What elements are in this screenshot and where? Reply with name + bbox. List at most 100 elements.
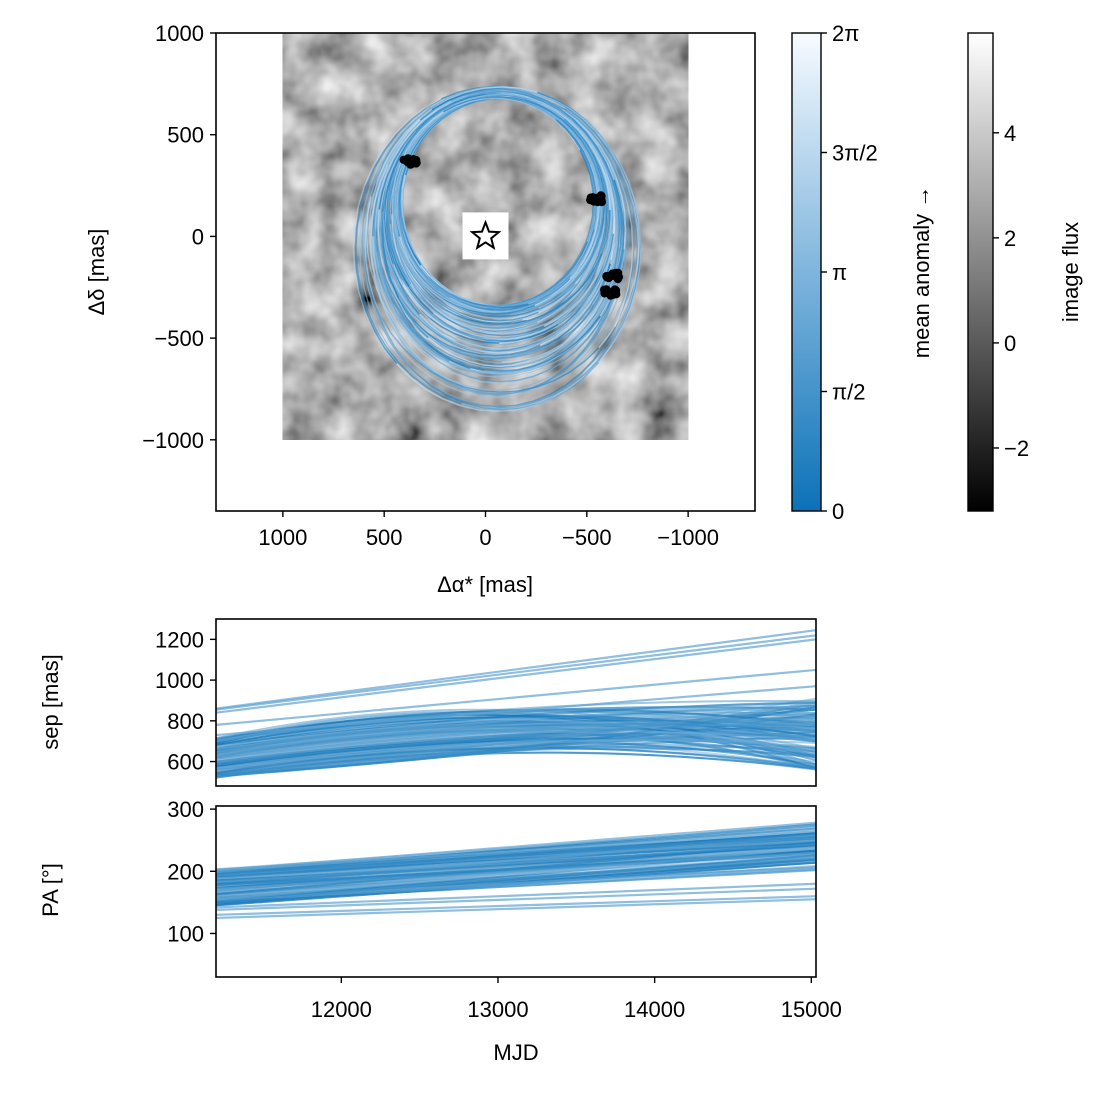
orbit-segment: [607, 328, 620, 347]
orbit-segment: [626, 186, 635, 207]
orbit-segment: [525, 311, 539, 318]
orbit-segment: [593, 156, 602, 172]
orbit-segment: [596, 236, 603, 251]
orbit-segment: [606, 233, 611, 250]
orbit-segment: [514, 310, 529, 315]
orbit-segment: [385, 345, 399, 363]
orbit-segment: [589, 215, 594, 230]
orbit-segment: [553, 314, 567, 325]
orbit-segment: [398, 204, 401, 219]
orbit-segment: [594, 332, 608, 349]
orbit-segment: [440, 325, 456, 335]
orbit-segment: [509, 346, 525, 351]
orbit-segment: [359, 226, 362, 248]
orbit-segment: [439, 316, 454, 325]
orbit-segment: [445, 311, 459, 320]
orbit-segment: [460, 405, 479, 411]
orbit-segment: [454, 345, 470, 353]
orbit-segment: [433, 373, 449, 384]
orbit-segment: [405, 313, 417, 329]
orbit-segment: [598, 133, 611, 151]
orbit-segment: [449, 360, 465, 368]
orbit-segment: [638, 226, 642, 248]
orbit-segment: [378, 221, 381, 239]
orbit-segment: [541, 352, 557, 363]
orbit-segment: [478, 395, 496, 398]
orbit-segment: [386, 239, 392, 257]
orbit-segment: [533, 398, 552, 407]
orbit-segment: [500, 346, 516, 350]
orbit-segment: [525, 317, 540, 324]
orbit-segment: [605, 147, 617, 165]
orbit-segment: [527, 305, 542, 312]
orbit-segment: [485, 319, 499, 322]
orbit-segment: [419, 301, 431, 314]
orbit-segment: [402, 269, 412, 283]
orbit-segment: [500, 354, 517, 357]
orbit-segment: [422, 293, 434, 305]
orbit-segment: [551, 303, 565, 314]
orbit-segment: [596, 133, 610, 151]
orbit-segment: [379, 207, 382, 225]
orbit-segment: [410, 298, 422, 312]
orbit-segment: [427, 98, 445, 109]
orbit-segment: [514, 314, 528, 319]
orbit-segment: [527, 341, 543, 349]
orbit-segment: [461, 391, 479, 397]
orbit-segment: [509, 353, 526, 359]
orbit-segment: [468, 338, 485, 343]
orbit-segment: [606, 213, 610, 230]
orbit-segment: [365, 248, 369, 270]
orbit-segment: [478, 406, 497, 410]
orbit-segment: [458, 312, 473, 319]
orbit-segment: [600, 171, 607, 188]
orbit-segment: [425, 98, 443, 109]
orbit-segment: [401, 316, 414, 331]
orbit-segment: [385, 205, 389, 223]
orbit-segment: [483, 366, 499, 370]
orbit-segment: [441, 337, 457, 347]
orbit-segment: [444, 312, 458, 321]
orbit-segment: [412, 374, 429, 388]
orbit-segment: [628, 268, 633, 290]
orbit-segment: [523, 335, 539, 342]
orbit-segment: [499, 324, 514, 327]
orbit-segment: [579, 298, 590, 312]
orbit-segment: [384, 233, 390, 250]
orbit-segment: [422, 291, 435, 303]
orbit-segment: [396, 334, 409, 351]
orbit-segment: [589, 291, 600, 307]
orbit-segment: [386, 250, 393, 267]
orbit-segment: [383, 133, 398, 151]
orbit-segment: [391, 336, 404, 353]
orbit-segment: [567, 108, 583, 121]
orbit-segment: [411, 375, 428, 388]
orbit-segment: [572, 138, 581, 151]
orbit-segment: [565, 283, 577, 295]
orbit-segment: [359, 290, 367, 312]
orbit-segment: [498, 392, 515, 395]
orbit-segment: [470, 322, 485, 327]
orbit-segment: [546, 303, 560, 313]
orbit-segment: [471, 317, 486, 322]
orbit-segment: [565, 303, 578, 316]
orbit-segment: [382, 133, 396, 151]
orbit-segment: [420, 310, 433, 323]
orbit-segment: [394, 233, 401, 248]
orbit-segment: [409, 301, 421, 315]
orbit-segment: [354, 248, 358, 271]
orbit-segment: [363, 289, 371, 310]
orbit-segment: [387, 143, 398, 160]
orbit-segment: [563, 281, 575, 292]
orbit-segment: [483, 341, 500, 344]
orbit-segment: [359, 247, 362, 269]
orbit-segment: [529, 338, 544, 345]
orbit-segment: [485, 324, 500, 327]
orbit-segment: [560, 361, 575, 375]
orbit-segment: [595, 346, 609, 363]
orbit-segment: [355, 247, 359, 269]
orbit-segment: [408, 107, 425, 121]
orbit-segment: [583, 269, 593, 284]
orbit-segment: [494, 349, 510, 352]
